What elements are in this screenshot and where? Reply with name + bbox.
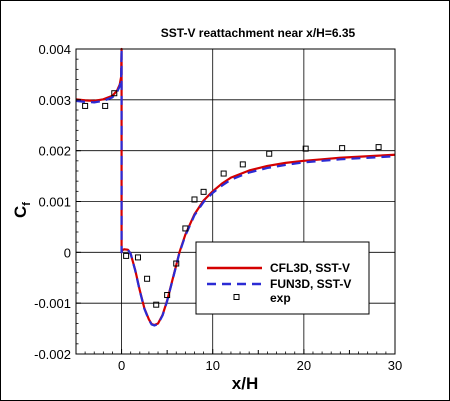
y-axis-label: Cf bbox=[11, 202, 33, 218]
legend-label-cfl3d: CFL3D, SST-V bbox=[270, 261, 350, 275]
legend-marker-exp bbox=[233, 294, 240, 300]
exp-data-point bbox=[173, 260, 180, 267]
y-tick-label: 0.002 bbox=[38, 144, 71, 159]
exp-data-point bbox=[220, 170, 227, 177]
exp-data-point bbox=[302, 145, 309, 152]
axis-ticks bbox=[75, 48, 396, 355]
exp-data-point bbox=[200, 188, 207, 195]
x-tick-label: 30 bbox=[388, 358, 402, 373]
exp-data-point bbox=[375, 144, 382, 151]
chart-title: SST-V reattachment near x/H=6.35 bbox=[161, 26, 356, 40]
exp-data-point bbox=[111, 90, 118, 97]
exp-data-point bbox=[144, 275, 151, 282]
tick-labels: 0 10 20 30 -0.002 -0.001 0 0.001 0.002 0.003 0.004 bbox=[34, 42, 402, 373]
exp-data-point bbox=[102, 102, 109, 109]
exp-data-point bbox=[266, 150, 273, 157]
x-axis-label: x/H bbox=[232, 374, 258, 393]
x-tick-label: 10 bbox=[205, 358, 219, 373]
exp-data-point bbox=[123, 252, 130, 259]
legend: CFL3D, SST-V FUN3D, SST-V exp bbox=[195, 241, 370, 315]
exp-data-point bbox=[339, 145, 346, 152]
y-tick-label: 0.003 bbox=[38, 93, 71, 108]
x-tick-label: 20 bbox=[297, 358, 311, 373]
svg-text:Cf: Cf bbox=[11, 202, 33, 218]
y-axis-label-main: C bbox=[11, 206, 30, 218]
series-layer bbox=[75, 47, 396, 327]
exp-data-point bbox=[153, 301, 160, 308]
exp-data-point bbox=[191, 196, 198, 203]
exp-data-point bbox=[164, 292, 171, 299]
series-line-cfl3d bbox=[75, 47, 396, 327]
legend-label-fun3d: FUN3D, SST-V bbox=[270, 277, 351, 291]
series-line-fun3d bbox=[75, 47, 396, 327]
y-tick-label: 0 bbox=[64, 245, 71, 260]
y-tick-label: -0.001 bbox=[34, 296, 71, 311]
legend-box bbox=[195, 241, 370, 315]
legend-label-exp: exp bbox=[270, 291, 291, 305]
exp-data-point bbox=[134, 254, 141, 261]
exp-data-point bbox=[239, 161, 246, 168]
y-axis-label-subscript: f bbox=[21, 202, 33, 206]
y-tick-label: -0.002 bbox=[34, 347, 71, 362]
exp-data-point bbox=[182, 225, 189, 232]
exp-data-point bbox=[82, 102, 89, 109]
y-tick-label: 0.004 bbox=[38, 42, 71, 57]
x-tick-label: 0 bbox=[118, 358, 125, 373]
y-tick-label: 0.001 bbox=[38, 195, 71, 210]
